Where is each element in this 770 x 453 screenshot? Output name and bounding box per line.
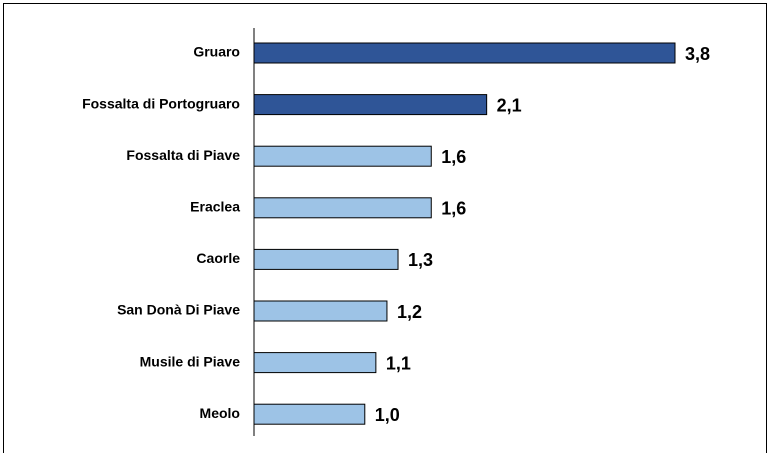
value-label: 1,3 (408, 250, 433, 270)
category-label: Fossalta di Piave (126, 147, 240, 163)
category-label: Musile di Piave (140, 353, 241, 369)
bar (253, 94, 488, 116)
bar (253, 403, 366, 425)
category-label: Meolo (200, 405, 240, 421)
bar (253, 352, 377, 374)
frame (3, 3, 767, 453)
bar (253, 248, 399, 270)
bar (253, 300, 388, 322)
value-label: 1,2 (397, 302, 422, 322)
bar (253, 145, 432, 167)
value-label: 1,6 (441, 199, 466, 219)
value-label: 1,0 (375, 405, 400, 425)
value-label: 2,1 (497, 95, 522, 115)
value-label: 1,1 (386, 353, 411, 373)
category-label: Eraclea (190, 199, 240, 215)
value-label: 3,8 (685, 44, 710, 64)
bar (253, 42, 676, 64)
category-label: Fossalta di Portogruaro (82, 95, 240, 111)
category-label: Gruaro (193, 44, 240, 60)
category-label: Caorle (196, 250, 240, 266)
category-label: San Donà Di Piave (117, 302, 240, 318)
value-label: 1,6 (441, 147, 466, 167)
bar (253, 197, 432, 219)
